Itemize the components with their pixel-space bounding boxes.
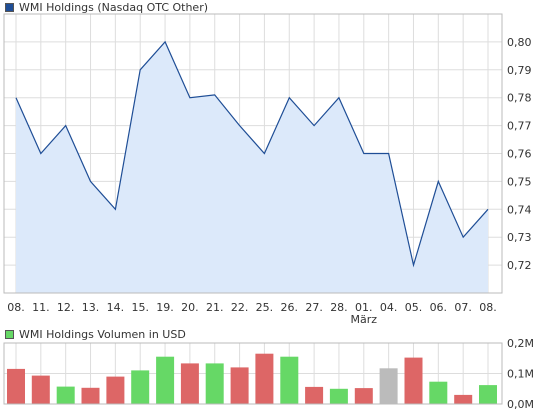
volume-bars (7, 353, 497, 405)
volume-grid (4, 342, 502, 405)
price-x-tick-label: 12. (57, 301, 75, 314)
volume-frame (3, 342, 503, 405)
volume-bar (31, 375, 50, 404)
volume-bar (429, 381, 448, 404)
volume-chart-title: WMI Holdings Volumen in USD (19, 328, 186, 341)
volume-legend: WMI Holdings Volumen in USD (5, 328, 186, 341)
price-x-tick-label: 15. (131, 301, 149, 314)
volume-bar (354, 388, 373, 404)
price-legend: WMI Holdings (Nasdaq OTC Other) (5, 1, 208, 14)
volume-bar (156, 356, 175, 404)
price-y-tick-label: 0,77 (507, 120, 532, 133)
price-chart-title: WMI Holdings (Nasdaq OTC Other) (19, 1, 209, 14)
price-x-tick-label: 08. (7, 301, 25, 314)
price-line (15, 40, 489, 268)
price-y-tick-label: 0,72 (507, 259, 532, 272)
volume-bar (230, 367, 249, 404)
volume-bar (7, 368, 25, 404)
price-y-tick-label: 0,80 (507, 36, 532, 49)
price-y-tick-label: 0,79 (507, 64, 532, 77)
volume-bar (205, 363, 224, 404)
price-legend-swatch (5, 3, 14, 12)
volume-y-tick-label: 0,0M (507, 398, 534, 411)
price-x-tick-label: 28. (330, 301, 348, 314)
volume-y-tick-label: 0,1M (507, 368, 534, 381)
price-x-axis: 08. 11. 12. 13. 14. 15. 19. 20. 21. 22. 25. 26. 27. 2… (7, 301, 497, 314)
price-x-tick-label: 08. (479, 301, 497, 314)
price-x-tick-label: 27. (305, 301, 323, 314)
price-x-tick-label: 26. (281, 301, 299, 314)
price-y-tick-label: 0,75 (507, 175, 532, 188)
volume-bar (106, 376, 125, 404)
volume-y-axis: 0,2M 0,1M 0,0M (507, 337, 534, 411)
price-y-tick-label: 0,78 (507, 92, 532, 105)
month-marker-label: März (351, 313, 378, 326)
price-y-tick-label: 0,76 (507, 148, 532, 161)
price-x-tick-label: 11. (32, 301, 50, 314)
volume-bar (329, 388, 348, 405)
price-frame (3, 13, 503, 294)
volume-bar (81, 387, 100, 404)
price-x-tick-label: 13. (82, 301, 100, 314)
volume-bar (404, 357, 423, 404)
price-x-tick-label: 05. (405, 301, 423, 314)
price-y-tick-label: 0,74 (507, 203, 532, 216)
volume-bar (180, 363, 199, 404)
price-x-tick-label: 19. (156, 301, 174, 314)
volume-legend-swatch (5, 330, 14, 339)
volume-bar (479, 385, 497, 404)
volume-bar (305, 386, 324, 404)
volume-bar (454, 394, 473, 404)
price-y-axis: 0,80 0,79 0,78 0,77 0,76 0,75 0,74 0,73 0,72 (507, 36, 532, 272)
price-x-tick-label: 01. (355, 301, 373, 314)
price-x-tick-label: 06. (430, 301, 448, 314)
volume-bar (255, 353, 274, 404)
price-x-tick-label: 25. (256, 301, 274, 314)
volume-bar (280, 356, 299, 404)
price-x-tick-label: 07. (454, 301, 472, 314)
price-x-tick-label: 20. (181, 301, 199, 314)
volume-bar (379, 368, 398, 404)
price-x-tick-label: 14. (107, 301, 125, 314)
volume-y-tick-label: 0,2M (507, 337, 534, 350)
price-x-tick-label: 21. (206, 301, 224, 314)
price-y-tick-label: 0,73 (507, 231, 532, 244)
price-x-tick-label: 04. (380, 301, 398, 314)
volume-bar (131, 370, 150, 404)
volume-bar (56, 386, 75, 404)
price-x-tick-label: 22. (231, 301, 249, 314)
price-area (16, 41, 488, 294)
